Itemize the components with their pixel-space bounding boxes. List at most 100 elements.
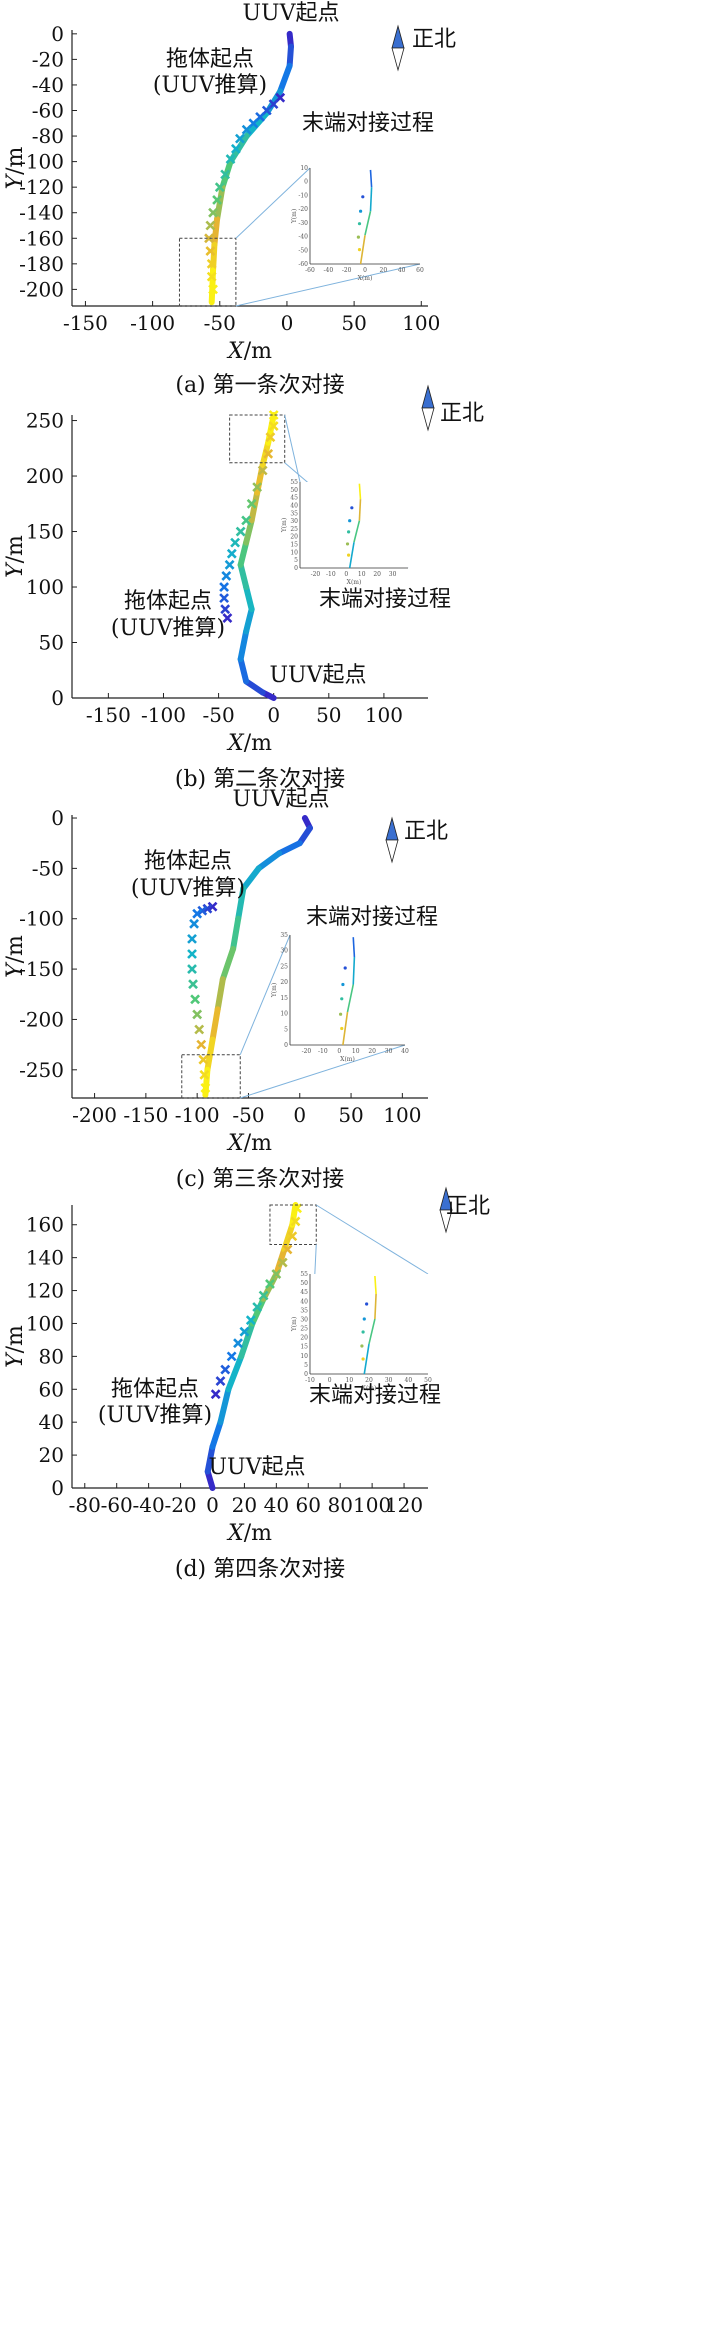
x-axis-label: X/m [226,1521,272,1546]
inset-y-tick-label: 50 [300,1280,308,1287]
inset-x-tick-label: 50 [424,1377,432,1384]
tow-start-label-line1: 拖体起点 [124,589,212,614]
tow-estimate-marker [226,1351,237,1362]
tow-estimate-marker [246,498,257,509]
tow-start-label-line2: (UUV推算) [98,1403,212,1428]
inset-y-tick-label: 15 [290,542,298,549]
tow-estimate-marker [189,918,200,929]
inset-x-tick-label: 0 [337,1048,341,1055]
y-axis-label-unit: /m [3,1325,28,1353]
inset-y-tick-label: 20 [280,979,288,986]
inset-track-segment [358,483,362,500]
tow-estimate-marker [245,1315,256,1326]
inset-x-tick-label: -40 [323,267,333,274]
inset-track-segment [368,1318,376,1345]
panel-2: -150 -100 -50 0 50 100050100150200250X/mY/m(b… [3,384,484,792]
tow-estimate-marker [290,1216,301,1227]
x-axis-label-unit: /m [244,731,272,756]
x-tick-label: -20 [164,1493,196,1517]
inset-y-tick-label: 30 [280,948,288,955]
panel-caption: (b) 第二条次对接 [175,767,345,792]
tow-estimate-marker [263,448,274,459]
tow-estimate-marker [214,182,225,193]
inset-track-segment [352,956,356,985]
y-axis-label-unit: /m [3,935,28,963]
inset-estimate-marker [348,519,352,523]
tow-estimate-marker [233,1338,243,1349]
x-tick-label: -100 [141,703,186,727]
x-tick-label: 0 [281,311,294,335]
tow-estimate-marker [208,284,218,295]
y-axis-label-unit: /m [3,535,28,563]
inset-y-tick-label: -20 [298,206,308,213]
x-axis-label-var: X [226,731,245,756]
inset-y-tick-label: -30 [298,220,308,227]
inset-x-label: X(m) [362,1385,377,1392]
inset-y-tick-label: -50 [298,247,308,254]
inset-x-tick-label: 10 [346,1377,354,1384]
x-tick-label: 0 [293,1103,306,1127]
uuv-track-segment [219,945,237,983]
zoom-box [229,414,286,464]
panel-4: -80 -60 -40 -20 0 20 40 60 80 1001200204060801001… [3,1186,490,1582]
inset-x-tick-label: 0 [363,267,367,274]
inset-x-tick-label: -20 [311,571,321,578]
uuv-track-segment [237,561,250,591]
uuv-track-segment [237,628,250,663]
y-tick-label: 0 [51,686,64,710]
inset-x-tick-label: 30 [385,1377,393,1384]
inset-x-label: X(m) [358,275,373,282]
inset-estimate-marker [341,982,345,987]
x-tick-label: 40 [264,1493,289,1517]
inset-x-tick-label: 20 [373,571,381,578]
north-arrow-lower [385,839,399,864]
inset-x-tick-label: 40 [398,267,406,274]
inset-estimate-marker [359,209,363,213]
north-arrow-icon [385,816,399,864]
inset-y-tick-label: 5 [294,557,298,564]
inset-x-tick-label: 0 [328,1377,332,1384]
tow-estimate-marker [277,1257,288,1268]
y-tick-label: -180 [19,252,64,276]
tow-start-label-line2: (UUV推算) [131,876,245,901]
y-tick-label: 100 [26,1311,64,1335]
y-axis-label: Y/m [3,146,28,189]
inset-track-segment [346,984,355,1013]
uuv-track-segment [240,865,262,892]
x-tick-label: -50 [202,703,234,727]
inset-estimate-marker [361,195,365,199]
y-tick-label: 40 [39,1410,64,1434]
north-arrow-lower [421,407,435,432]
inset-track-segment [369,169,373,188]
zoom-connector [235,263,421,307]
inset-estimate-marker [343,966,347,970]
uuv-track-segment [281,1221,296,1253]
tow-estimate-marker [205,220,216,231]
y-tick-label: 200 [26,464,64,488]
y-axis-label-var: Y [3,561,28,578]
y-tick-label: -50 [32,856,64,880]
tow-estimate-marker [220,604,231,615]
panel-caption: (c) 第三条次对接 [176,1167,344,1192]
inset-x-tick-label: 30 [385,1048,393,1055]
inset-x-tick-label: -60 [305,267,315,274]
x-tick-label: 50 [316,703,341,727]
uuv-track-segment [243,517,255,546]
inset-y-tick-label: 35 [280,932,288,939]
tow-estimate-marker [206,271,217,282]
docking-process-label: 末端对接过程 [319,587,451,612]
inset-y-tick-label: 0 [284,1042,288,1049]
inset-track-segment [374,1293,377,1320]
north-label: 正北 [404,819,448,844]
tow-estimate-marker [192,1009,203,1020]
inset-y-tick-label: 50 [290,487,298,494]
uuv-track-segment [204,1036,216,1073]
x-tick-label: -150 [86,703,131,727]
tow-estimate-marker [252,482,263,493]
y-axis-label: Y/m [3,935,28,978]
inset-track-segment [374,1275,377,1295]
tow-estimate-marker [194,1024,205,1035]
inset-y-tick-label: -60 [298,261,308,268]
uuv-track-segment [214,976,226,1013]
x-tick-label: -100 [175,1103,220,1127]
